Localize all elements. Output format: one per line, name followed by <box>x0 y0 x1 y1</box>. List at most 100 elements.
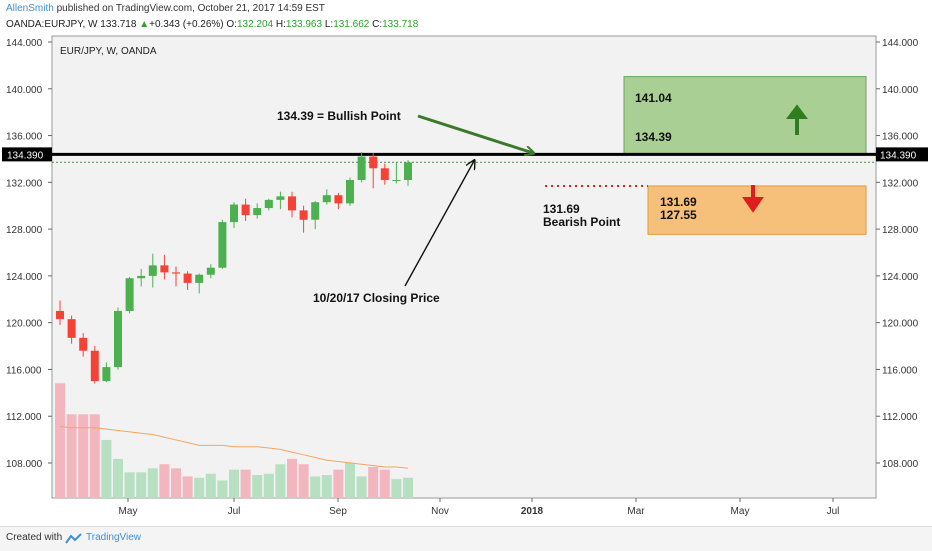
bullish-point-label: 134.39 = Bullish Point <box>277 109 401 123</box>
orange-box-top-label: 131.69 <box>660 195 697 209</box>
volume-bar <box>194 477 205 498</box>
candle <box>322 189 331 205</box>
candle <box>79 333 88 357</box>
down-arrow-icon <box>742 185 764 213</box>
candle-body <box>114 310 122 368</box>
candle-body <box>206 267 215 275</box>
volume-bar <box>55 383 65 498</box>
tradingview-logo-icon <box>65 533 82 544</box>
y-tick-label-right: 120.000 <box>882 319 919 330</box>
candle <box>67 315 76 344</box>
candle-body <box>380 168 389 180</box>
open-value: 132.204 <box>236 19 274 30</box>
bearish-target-box <box>647 185 867 235</box>
author-link[interactable]: AllenSmith <box>6 3 54 14</box>
volume-bar <box>298 464 309 498</box>
y-tick-label-left: 108.000 <box>6 459 43 470</box>
x-tick-label: 2018 <box>521 506 544 517</box>
y-axis-right: 144.000 140.000 136.000 132.000 128.000 124.0… <box>876 38 919 470</box>
low-label: L: <box>324 19 334 30</box>
volume-bar <box>101 439 112 498</box>
volume-bar <box>275 464 286 498</box>
y-tick-label-right: 108.000 <box>882 459 919 470</box>
volume-bar <box>159 464 170 498</box>
svg-text:134.390: 134.390 <box>7 150 44 161</box>
candle <box>137 268 146 287</box>
y-tick-label-left: 112.000 <box>6 412 42 423</box>
candle-body <box>56 310 64 320</box>
y-tick-label-left: 128.000 <box>6 225 43 236</box>
y-tick-label-right: 140.000 <box>882 85 919 96</box>
y-tick-label-right: 124.000 <box>882 272 919 283</box>
candle-body <box>264 199 273 209</box>
candle-body <box>137 275 146 279</box>
volume-bar <box>368 466 379 498</box>
volume-bar <box>263 473 274 498</box>
quote-line: OANDA:EURJPY, W 133.718 ▲+0.343 (+0.26%)… <box>6 19 418 30</box>
last-price: 133.718 <box>100 19 137 30</box>
y-tick-label-left: 116.000 <box>6 365 42 376</box>
y-tick-label-right: 116.000 <box>882 365 918 376</box>
candlesticks <box>56 151 412 384</box>
candle <box>404 160 412 186</box>
y-axis-left: 144.000 140.000 136.000 132.000 128.000 124.0… <box>6 38 52 470</box>
candle-body <box>172 272 180 274</box>
created-with-label: Created with <box>6 532 63 543</box>
volume-bar <box>403 477 413 498</box>
volume-moving-average <box>59 425 409 469</box>
candle <box>90 346 99 384</box>
closing-price-label: 10/20/17 Closing Price <box>313 291 440 305</box>
tradingview-link[interactable]: TradingView <box>86 532 142 543</box>
candle <box>380 163 389 185</box>
candle-body <box>230 204 238 223</box>
candle-body <box>241 204 250 216</box>
volume-bar <box>391 479 402 498</box>
candle-body <box>253 208 262 216</box>
volume-bar <box>252 475 263 498</box>
volume-bar <box>78 414 89 498</box>
volume-bar <box>205 473 216 498</box>
volume-bar <box>345 462 355 498</box>
x-tick-label: Sep <box>329 506 347 517</box>
bullish-target-box <box>623 76 867 155</box>
volume-bar <box>182 476 193 498</box>
volume-bar <box>89 414 100 498</box>
candle <box>392 162 401 184</box>
candle-body <box>334 195 343 204</box>
green-box-bottom-label: 134.39 <box>635 130 672 144</box>
candle-body <box>183 273 192 283</box>
symbol-label: OANDA:EURJPY, W <box>6 19 98 30</box>
y-tick-label-right: 132.000 <box>882 178 919 189</box>
up-arrow-icon: ▲ <box>139 19 150 30</box>
candle-body <box>276 196 285 200</box>
candle <box>276 191 285 210</box>
candle-body <box>357 156 366 180</box>
y-tick-label-left: 120.000 <box>6 319 43 330</box>
candle <box>195 273 204 294</box>
candle-body <box>392 179 401 181</box>
high-label: H: <box>275 19 286 30</box>
volume-bar <box>171 468 181 498</box>
candle <box>334 192 343 210</box>
volume-bar <box>229 469 239 498</box>
price-chart[interactable]: 144.000 140.000 136.000 132.000 128.000 124.0… <box>0 0 932 526</box>
candle-body <box>218 222 227 268</box>
candle-body <box>195 274 204 283</box>
candle-body <box>299 210 308 220</box>
x-tick-label: Jul <box>228 506 241 517</box>
volume-bar <box>379 469 390 498</box>
candle <box>114 307 122 370</box>
y-tick-label-right: 128.000 <box>882 225 919 236</box>
x-axis: May Jul Sep Nov 2018 Mar May Jul <box>119 498 839 517</box>
candle-body <box>125 278 134 311</box>
publication-header: AllenSmith published on TradingView.com,… <box>6 3 325 14</box>
bearish-value-label: 131.69 <box>543 202 580 216</box>
candle-body <box>67 319 76 338</box>
candle-body <box>160 265 169 273</box>
candle-body <box>90 350 99 382</box>
candle-body <box>311 202 320 220</box>
candle <box>299 205 308 233</box>
volume-bar <box>310 476 321 498</box>
bullish-arrow <box>417 114 533 153</box>
y-tick-label-left: 140.000 <box>6 85 43 96</box>
